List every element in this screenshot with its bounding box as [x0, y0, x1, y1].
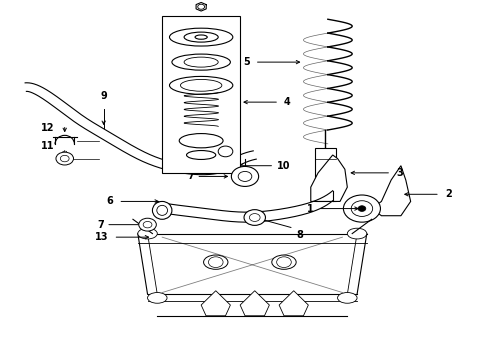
- Text: 2: 2: [445, 189, 451, 199]
- Ellipse shape: [272, 255, 296, 269]
- Ellipse shape: [170, 76, 233, 94]
- Bar: [315, 148, 336, 202]
- Ellipse shape: [187, 150, 216, 159]
- Ellipse shape: [195, 35, 207, 39]
- Ellipse shape: [170, 28, 233, 46]
- Ellipse shape: [172, 54, 230, 70]
- Circle shape: [218, 146, 233, 157]
- Ellipse shape: [179, 134, 223, 148]
- Circle shape: [60, 156, 69, 162]
- Bar: [162, 16, 240, 173]
- Polygon shape: [201, 291, 230, 316]
- Circle shape: [143, 221, 152, 228]
- Text: 12: 12: [41, 123, 54, 133]
- Text: 7: 7: [97, 220, 104, 230]
- Ellipse shape: [338, 293, 357, 303]
- Circle shape: [277, 257, 291, 267]
- Circle shape: [208, 257, 223, 267]
- Text: 9: 9: [100, 91, 107, 102]
- Text: 7: 7: [187, 171, 194, 181]
- Polygon shape: [279, 291, 308, 316]
- Circle shape: [238, 171, 252, 181]
- Text: 6: 6: [107, 197, 114, 206]
- Circle shape: [343, 195, 380, 222]
- Circle shape: [56, 152, 74, 165]
- Circle shape: [244, 210, 266, 225]
- Polygon shape: [240, 291, 270, 316]
- Circle shape: [249, 213, 260, 221]
- Ellipse shape: [347, 228, 367, 239]
- Ellipse shape: [138, 228, 157, 239]
- Circle shape: [351, 201, 373, 216]
- Circle shape: [198, 4, 204, 9]
- Text: 5: 5: [243, 57, 250, 67]
- Ellipse shape: [180, 80, 222, 91]
- Circle shape: [239, 176, 251, 184]
- Text: 13: 13: [95, 232, 109, 242]
- Circle shape: [358, 206, 366, 211]
- Text: 4: 4: [284, 97, 291, 107]
- Text: 8: 8: [296, 230, 303, 240]
- Polygon shape: [311, 155, 347, 202]
- Text: 3: 3: [396, 168, 403, 178]
- Circle shape: [139, 218, 156, 231]
- Text: 1: 1: [306, 203, 313, 213]
- Ellipse shape: [184, 57, 218, 67]
- Ellipse shape: [147, 293, 167, 303]
- Text: 10: 10: [277, 161, 290, 171]
- Ellipse shape: [203, 255, 228, 269]
- Polygon shape: [372, 166, 411, 216]
- Ellipse shape: [157, 205, 168, 215]
- Circle shape: [231, 166, 259, 186]
- Ellipse shape: [184, 32, 218, 42]
- Ellipse shape: [152, 202, 172, 219]
- Text: 11: 11: [41, 141, 54, 151]
